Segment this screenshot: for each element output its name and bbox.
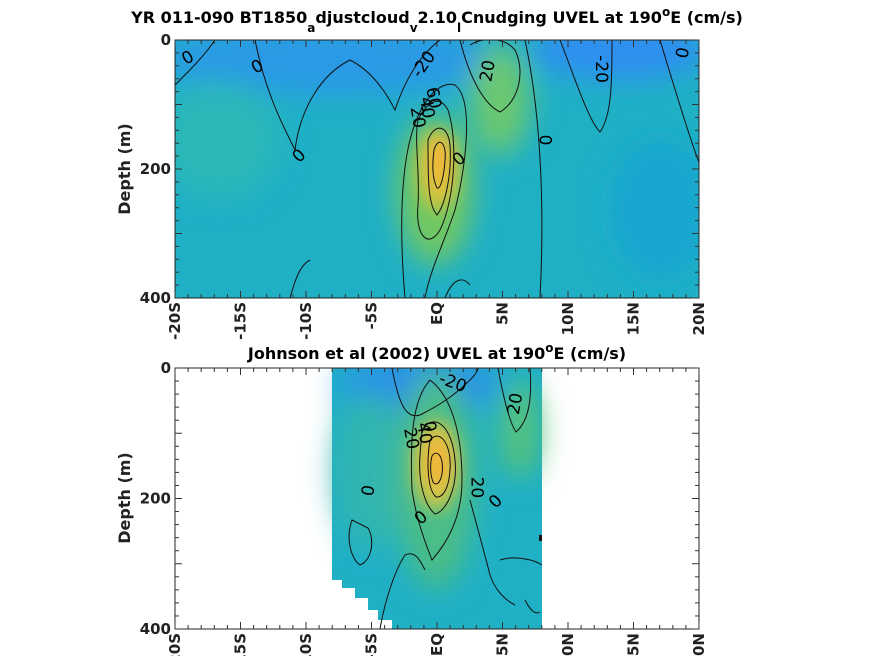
top-contour-label: 60: [421, 86, 444, 111]
bottom-contour-label: 20: [399, 426, 422, 451]
top-core-blobs: [418, 130, 458, 210]
bottom-x-tick-label: 15N: [625, 633, 643, 656]
bottom-x-tick-label: -15S: [232, 633, 250, 656]
top-ylabel: Depth (m): [115, 123, 134, 215]
bottom-x-tick-label: -10S: [297, 633, 315, 656]
top-heatmap: [175, 40, 699, 298]
top-contour-label: 20: [406, 105, 429, 130]
bottom-x-tick-label: 5N: [494, 633, 512, 656]
bottom-contours: [348, 368, 543, 629]
top-x-tick-label: 5N: [494, 302, 512, 325]
top-x-tick-label: -15S: [232, 302, 250, 340]
top-contour-label: -20: [591, 55, 611, 83]
bottom-y-tick-label: 200: [140, 490, 171, 508]
bottom-contour-label: 20: [504, 391, 527, 416]
bottom-x-tick-label: -5S: [363, 633, 381, 656]
bottom-x-tick-label: 10N: [559, 633, 577, 656]
top-title: YR 011-090 BT1850adjustcloudv2.10lCnudgi…: [130, 5, 743, 35]
top-title-part: v: [410, 21, 418, 35]
bottom-title: Johnson et al (2002) UVEL at 190oE (cm/s…: [247, 341, 626, 363]
top-contour-label: 0: [672, 46, 694, 60]
bottom-contour-label: 0: [418, 420, 440, 434]
top-title-part: 2.10: [418, 8, 457, 27]
top-title-part: YR 011-090 BT1850: [130, 8, 307, 27]
top-x-tick-label: -10S: [297, 302, 315, 340]
top-title-part: o: [662, 5, 670, 19]
top-y-tick-label: 0: [161, 31, 171, 49]
top-contour-label: 20: [476, 59, 499, 84]
top-panel: YR 011-090 BT1850adjustcloudv2.10lCnudgi…: [115, 5, 743, 340]
bottom-x-tick-label: 20N: [690, 633, 708, 656]
top-x-tick-label: EQ: [428, 302, 446, 325]
bottom-x-tick-label: EQ: [428, 633, 446, 656]
top-y-tick-label: 200: [140, 160, 171, 178]
top-x-tick-label: 10N: [559, 302, 577, 335]
top-y-tick-label: 400: [140, 289, 171, 307]
bottom-panel: Johnson et al (2002) UVEL at 190oE (cm/s…: [115, 341, 708, 656]
bottom-contour-label: 40: [412, 421, 435, 446]
bottom-data-region: [332, 368, 542, 629]
bottom-title-part: Johnson et al (2002) UVEL at 190: [247, 344, 545, 363]
bottom-contour-label: 20: [466, 477, 486, 499]
top-title-part: E (cm/s): [670, 8, 743, 27]
bottom-x-tick-label: -20S: [166, 633, 184, 656]
top-x-tick-label: 20N: [690, 302, 708, 335]
top-x-tick-label: -5S: [363, 302, 381, 329]
top-title-part: a: [307, 21, 315, 35]
bottom-ylabel: Depth (m): [115, 452, 134, 544]
bottom-heatmap: [332, 368, 543, 629]
bottom-title-part: o: [545, 341, 553, 355]
top-x-tick-label: 15N: [625, 302, 643, 335]
top-contour-label: 0: [534, 135, 554, 146]
top-title-part: djustcloud: [315, 8, 409, 27]
top-title-part: l: [457, 21, 461, 35]
bottom-title-part: E (cm/s): [553, 344, 626, 363]
top-title-part: Cnudging UVEL at 190: [461, 8, 662, 27]
bottom-y-tick-label: 0: [161, 359, 171, 377]
top-contour-label: 40: [415, 95, 438, 120]
bottom-y-tick-label: 400: [140, 620, 171, 638]
bottom-contour-label: 0: [358, 484, 380, 498]
top-x-tick-label: -20S: [166, 302, 184, 340]
top-contours: [175, 40, 699, 298]
